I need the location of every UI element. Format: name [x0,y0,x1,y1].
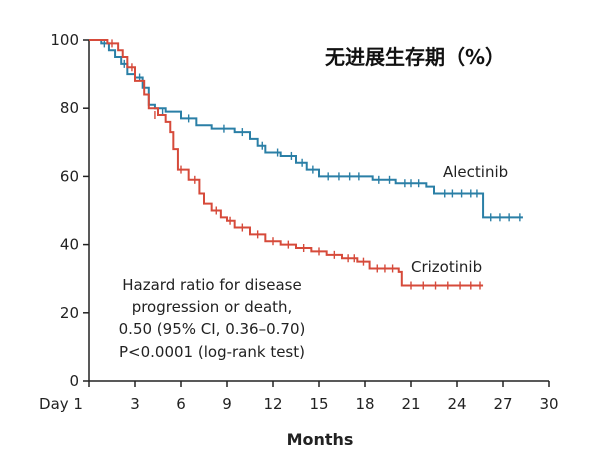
x-tick-label: 27 [493,395,512,413]
annotation-line-1: Hazard ratio for disease [122,276,301,294]
series-label-crizotinib: Crizotinib [411,258,482,276]
y-ticks: 0 20 40 60 80 100 [50,31,89,390]
series-line-crizotinib [89,39,484,287]
x-tick-label: 30 [539,395,558,413]
y-tick-label: 80 [60,99,79,117]
x-tick-label: 9 [222,395,232,413]
x-tick-label: 21 [401,395,420,413]
annotation-line-2: progression or death, [132,298,293,316]
x-tick-label: 15 [309,395,328,413]
x-tick-label: 12 [263,395,282,413]
y-tick-label: 40 [60,236,79,254]
x-ticks: Day 1 3 6 9 12 15 18 21 24 27 30 [39,381,559,413]
y-tick-label: 0 [69,372,79,390]
x-axis-title: Months [287,430,354,449]
series-layer [89,39,523,290]
series-label-alectinib: Alectinib [443,163,508,181]
chart-title: 无进展生存期（%） [325,45,505,69]
annotation-line-4: P<0.0001 (log-rank test) [119,343,305,361]
annotation-line-3: 0.50 (95% CI, 0.36–0.70) [119,320,306,338]
y-tick-label: 60 [60,167,79,185]
y-tick-label: 20 [60,304,79,322]
hazard-annotation: Hazard ratio for disease progression or … [119,276,306,361]
x-tick-label: 3 [130,395,140,413]
x-tick-label: 24 [447,395,466,413]
x-tick-label: Day 1 [39,395,83,413]
series-crizotinib [89,39,484,290]
x-tick-label: 6 [176,395,186,413]
y-tick-label: 100 [50,31,79,49]
x-tick-label: 18 [355,395,374,413]
